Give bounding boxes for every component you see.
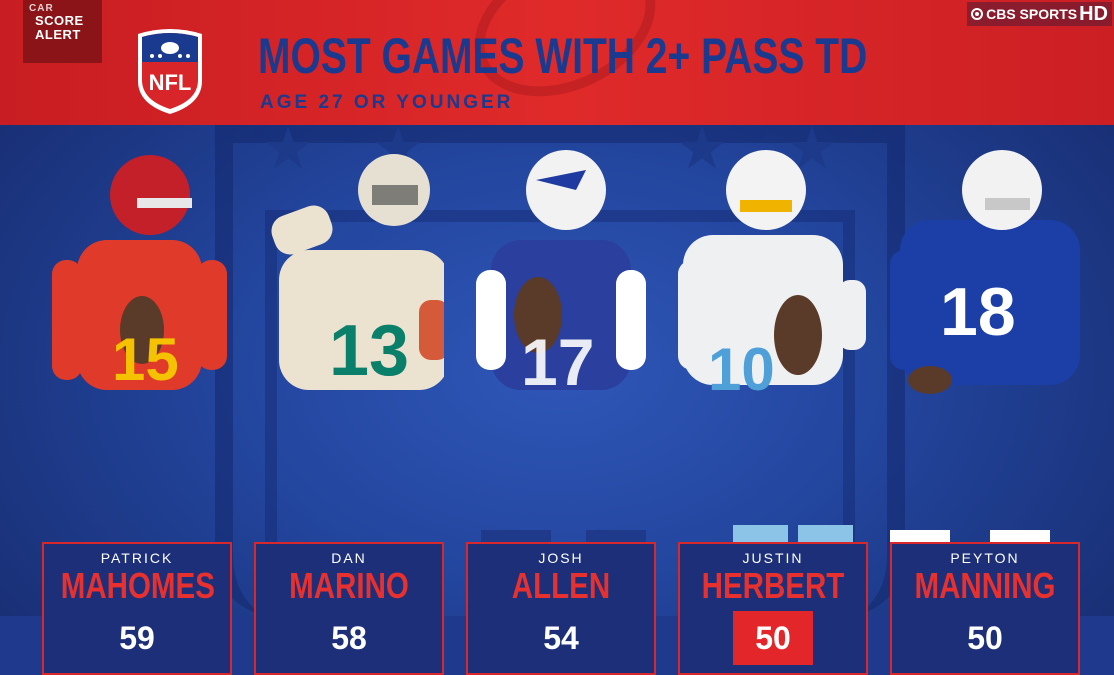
page-subtitle: AGE 27 OR YOUNGER: [260, 92, 514, 113]
player-column-mahomes: 15 PATRICK MAHOMES 59: [42, 150, 232, 675]
player-column-herbert: 10 JUSTIN HERBERT 50: [678, 150, 868, 675]
star-icon: ★: [262, 116, 314, 181]
player-card: DAN MARINO 58: [254, 542, 444, 675]
star-icon: ★: [676, 116, 728, 181]
score-alert-line1: SCORE: [35, 13, 84, 28]
games-count: 50: [967, 620, 1003, 656]
player-last-name: MANNING: [914, 565, 1056, 606]
player-first-name: JUSTIN: [742, 550, 804, 566]
player-card: PATRICK MAHOMES 59: [42, 542, 232, 675]
nfl-shield-logo: NFL: [138, 29, 202, 114]
player-last-name: ALLEN: [511, 565, 611, 606]
games-count: 54: [543, 620, 579, 656]
hd-label: HD: [1079, 2, 1108, 25]
player-card: JOSH ALLEN 54: [466, 542, 656, 675]
player-column-allen: 17 JOSH ALLEN 54: [466, 150, 656, 675]
jersey-number: 18: [940, 274, 1016, 350]
jersey-number: 15: [112, 326, 179, 393]
player-last-name: MAHOMES: [60, 565, 215, 606]
jersey-number: 10: [708, 336, 775, 403]
nfl-logo-text: NFL: [149, 70, 192, 95]
games-count-highlighted: 50: [733, 611, 813, 665]
player-last-name: MARINO: [289, 565, 409, 606]
network-bug: CBS SPORTS HD: [967, 2, 1112, 26]
player-column-marino: 13 DAN MARINO 58: [254, 150, 444, 675]
player-last-name: HERBERT: [701, 565, 845, 606]
jersey-number: 13: [329, 311, 409, 391]
score-alert-line2: ALERT: [35, 27, 81, 42]
player-first-name: PEYTON: [950, 550, 1020, 566]
games-count: 59: [119, 620, 155, 656]
player-figure-herbert: 10: [678, 150, 866, 616]
network-brand: CBS SPORTS: [986, 6, 1078, 22]
player-first-name: JOSH: [538, 550, 584, 566]
player-card: JUSTIN HERBERT 50: [678, 542, 868, 675]
player-card: PEYTON MANNING 50: [890, 542, 1080, 675]
page-title: MOST GAMES WITH 2+ PASS TD: [258, 28, 868, 84]
cbs-eye-icon: [971, 8, 984, 20]
jersey-number: 17: [521, 325, 594, 399]
player-column-manning: 18 PEYTON MANNING 50: [890, 150, 1080, 675]
player-first-name: PATRICK: [100, 550, 174, 566]
score-alert-team: CAR: [29, 3, 54, 14]
score-alert-badge: CAR SCORE ALERT: [23, 0, 102, 63]
games-count: 58: [331, 620, 367, 656]
player-first-name: DAN: [331, 550, 367, 566]
